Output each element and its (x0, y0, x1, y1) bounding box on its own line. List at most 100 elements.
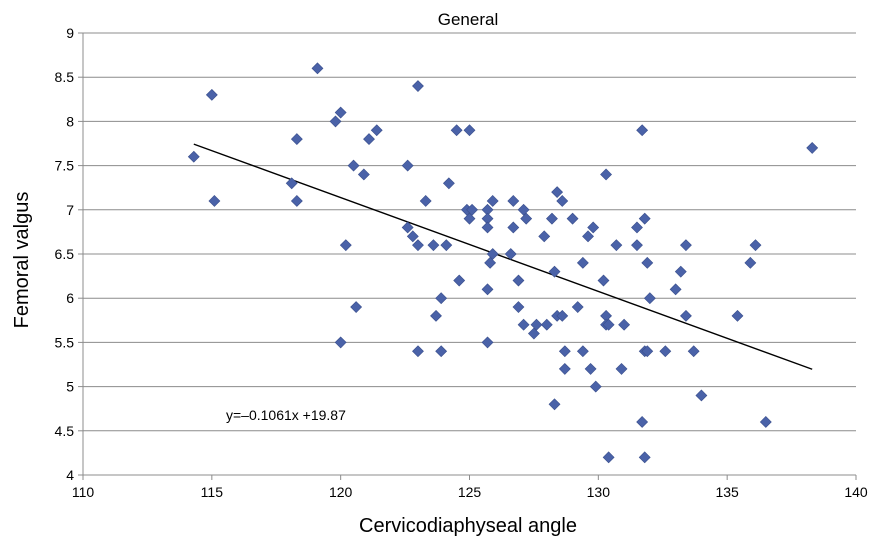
data-point (631, 221, 643, 234)
data-point (435, 292, 448, 305)
data-point (285, 177, 298, 190)
data-point (427, 239, 440, 252)
data-point (602, 318, 615, 331)
data-point (636, 416, 649, 428)
data-point (744, 256, 757, 269)
data-point (481, 283, 494, 296)
data-point (463, 212, 476, 225)
data-point (339, 239, 352, 252)
data-point (208, 195, 221, 207)
y-axis-title: Femoral valgus (11, 192, 33, 329)
data-point (450, 124, 463, 137)
data-point (674, 265, 687, 278)
data-point (806, 141, 819, 154)
data-point (512, 301, 525, 313)
data-point (556, 309, 569, 322)
data-point (430, 309, 442, 322)
data-point (695, 389, 708, 402)
data-point (527, 327, 540, 340)
data-point (290, 195, 303, 207)
data-point (406, 230, 419, 243)
data-point (370, 124, 383, 137)
data-point (187, 150, 200, 163)
data-point (610, 239, 623, 252)
data-point (401, 221, 414, 234)
data-point (517, 318, 530, 331)
y-tick-label: 7.5 (55, 158, 75, 174)
data-point (659, 345, 672, 358)
data-point (484, 256, 497, 269)
data-point (517, 203, 530, 216)
y-tick-label: 6 (66, 290, 74, 306)
data-point (546, 212, 558, 225)
trendline (193, 143, 813, 370)
data-point (363, 133, 375, 146)
gridlines (83, 32, 856, 476)
x-tick-label: 130 (587, 484, 611, 500)
data-point (290, 133, 303, 146)
y-tick-labels: 4 4.5 5 5.5 6 6.5 7 7.5 8 8.5 9 (55, 25, 75, 483)
data-point (357, 168, 370, 181)
data-point (602, 451, 615, 464)
y-tick-label: 4.5 (55, 423, 75, 439)
data-point (641, 345, 654, 358)
data-point (636, 124, 649, 137)
data-point (486, 195, 499, 207)
data-point (571, 301, 584, 313)
x-axis-title: Cervicodiaphyseal angle (359, 515, 577, 537)
data-point (540, 318, 553, 331)
data-point (504, 248, 517, 260)
y-tick-label: 6.5 (55, 246, 75, 262)
data-point (643, 292, 656, 305)
data-point (556, 195, 569, 207)
data-point (680, 309, 692, 322)
data-point (329, 115, 342, 128)
data-point (680, 239, 692, 252)
x-tick-label: 135 (715, 484, 739, 500)
data-point (759, 416, 772, 428)
data-point (334, 336, 347, 349)
data-point (481, 221, 494, 234)
trendline-path (193, 143, 813, 370)
x-tick-label: 115 (201, 484, 224, 500)
data-point (350, 301, 363, 313)
data-point (558, 362, 571, 375)
data-point (530, 318, 543, 331)
data-point (551, 186, 564, 199)
data-point (347, 159, 360, 172)
data-point (631, 239, 643, 252)
data-point (412, 345, 424, 358)
data-point (453, 274, 466, 287)
x-tick-labels: 110 115 120 125 130 135 140 (72, 484, 868, 500)
data-point (618, 318, 631, 331)
data-point (558, 345, 571, 358)
data-point (641, 256, 654, 269)
data-point (507, 195, 520, 207)
axes (78, 32, 857, 480)
y-tick-label: 5.5 (55, 334, 75, 350)
data-point (440, 239, 453, 252)
data-point (576, 345, 589, 358)
data-point (597, 274, 610, 287)
y-tick-label: 8.5 (55, 69, 75, 85)
data-point (520, 212, 533, 225)
y-tick-label: 4 (66, 467, 74, 483)
data-point (587, 221, 600, 234)
data-point (615, 362, 628, 375)
trendline-equation: y=–0.1061x +19.87 (226, 407, 346, 423)
data-point (584, 362, 597, 375)
x-tick-label: 120 (329, 484, 353, 500)
data-point (486, 248, 499, 260)
data-point (401, 159, 414, 172)
data-point (442, 177, 455, 190)
x-tick-label: 140 (844, 484, 868, 500)
data-point (205, 88, 218, 101)
data-point (687, 345, 700, 358)
y-tick-label: 7 (66, 202, 74, 218)
data-point (582, 230, 594, 243)
data-point (419, 195, 432, 207)
data-point (435, 345, 448, 358)
data-point (566, 212, 579, 225)
data-point (512, 274, 525, 287)
